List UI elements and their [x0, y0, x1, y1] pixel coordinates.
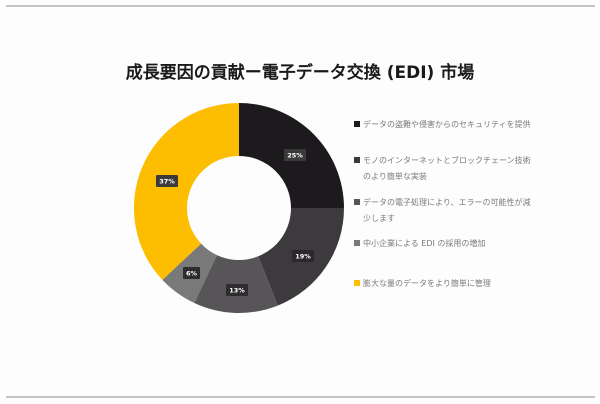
legend-item-iot-blockchain[interactable]: モノのインターネットとブロックチェーン技術 のより簡単な実装: [354, 153, 590, 185]
data-label-data-management: 37%: [156, 175, 178, 187]
legend-marker-icon: [354, 199, 360, 205]
legend-item-data-management[interactable]: 膨大な量のデータをより簡単に管理: [354, 276, 590, 292]
data-label-iot-blockchain: 19%: [292, 250, 314, 262]
frame-bottom-border: [6, 396, 595, 398]
svg-text:6%: 6%: [186, 270, 198, 278]
frame-top-border: [6, 5, 595, 7]
data-label-sme-adoption: 6%: [183, 267, 200, 279]
legend-item-security[interactable]: データの盗難や侵害からのセキュリティを提供: [354, 117, 590, 133]
svg-text:25%: 25%: [287, 152, 303, 160]
legend-marker-icon: [354, 157, 360, 163]
donut-segment-data-management[interactable]: [133, 102, 239, 280]
legend-item-error-reduction[interactable]: データの電子処理により、エラーの可能性が減 少します: [354, 195, 590, 227]
svg-text:19%: 19%: [295, 253, 311, 261]
chart-title: 成長要因の貢献ー電子データ交換 (EDI) 市場: [125, 63, 475, 83]
svg-text:13%: 13%: [229, 287, 245, 295]
legend-item-sme-adoption[interactable]: 中小企業による EDI の採用の増加: [354, 236, 590, 252]
data-label-error-reduction: 13%: [226, 284, 248, 296]
legend-marker-icon: [354, 121, 360, 127]
legend-marker-icon: [354, 240, 360, 246]
svg-text:37%: 37%: [159, 178, 175, 186]
legend-marker-icon: [354, 280, 360, 286]
data-label-security: 25%: [284, 149, 306, 161]
